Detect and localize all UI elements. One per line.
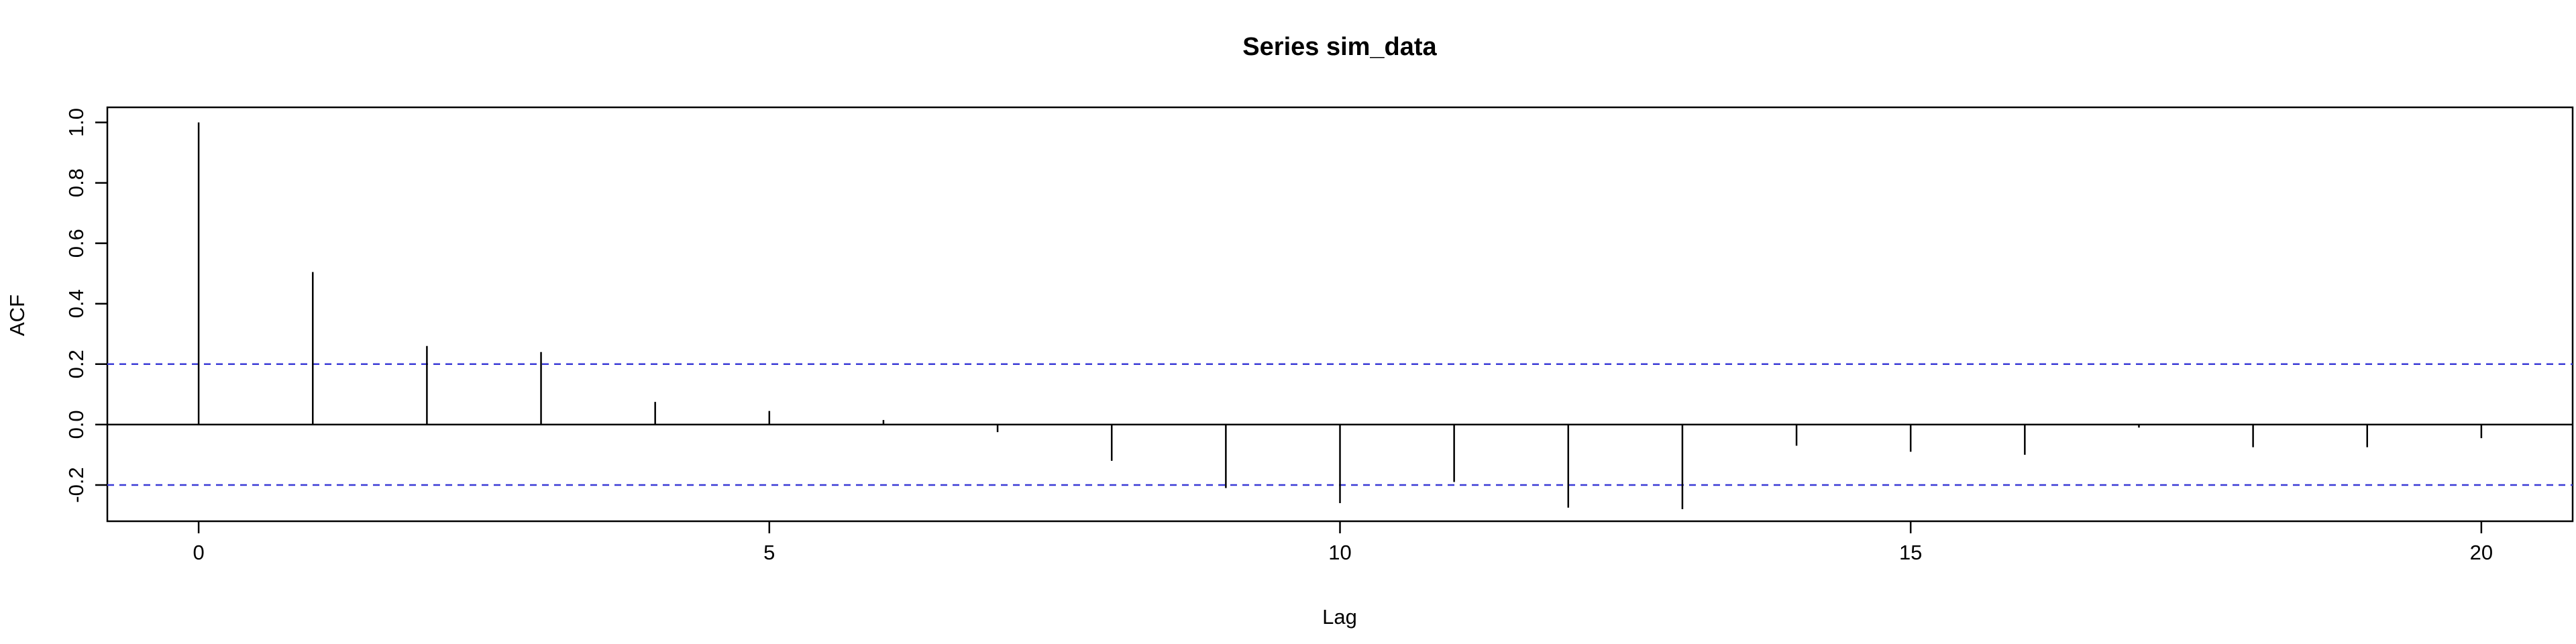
x-tick-label: 5 — [763, 541, 775, 564]
y-tick-label: 0.8 — [64, 168, 88, 197]
chart-marks: 0 5 10 15 20 -0.2 0.0 0.2 0.4 0.6 0.8 1.0 — [64, 108, 2573, 564]
y-tick-label: -0.2 — [64, 467, 88, 502]
x-tick-label: 0 — [193, 541, 204, 564]
y-axis-label: ACF — [5, 294, 29, 336]
x-tick-label: 15 — [1899, 541, 1922, 564]
x-axis-label: Lag — [1322, 605, 1357, 629]
y-tick-label: 1.0 — [64, 108, 88, 137]
y-tick-label: 0.0 — [64, 410, 88, 439]
x-tick-label: 20 — [2470, 541, 2493, 564]
y-tick-label: 0.4 — [64, 289, 88, 318]
y-tick-label: 0.6 — [64, 229, 88, 258]
y-tick-label: 0.2 — [64, 350, 88, 378]
chart-title: Series sim_data — [1242, 33, 1437, 61]
x-tick-label: 10 — [1328, 541, 1351, 564]
